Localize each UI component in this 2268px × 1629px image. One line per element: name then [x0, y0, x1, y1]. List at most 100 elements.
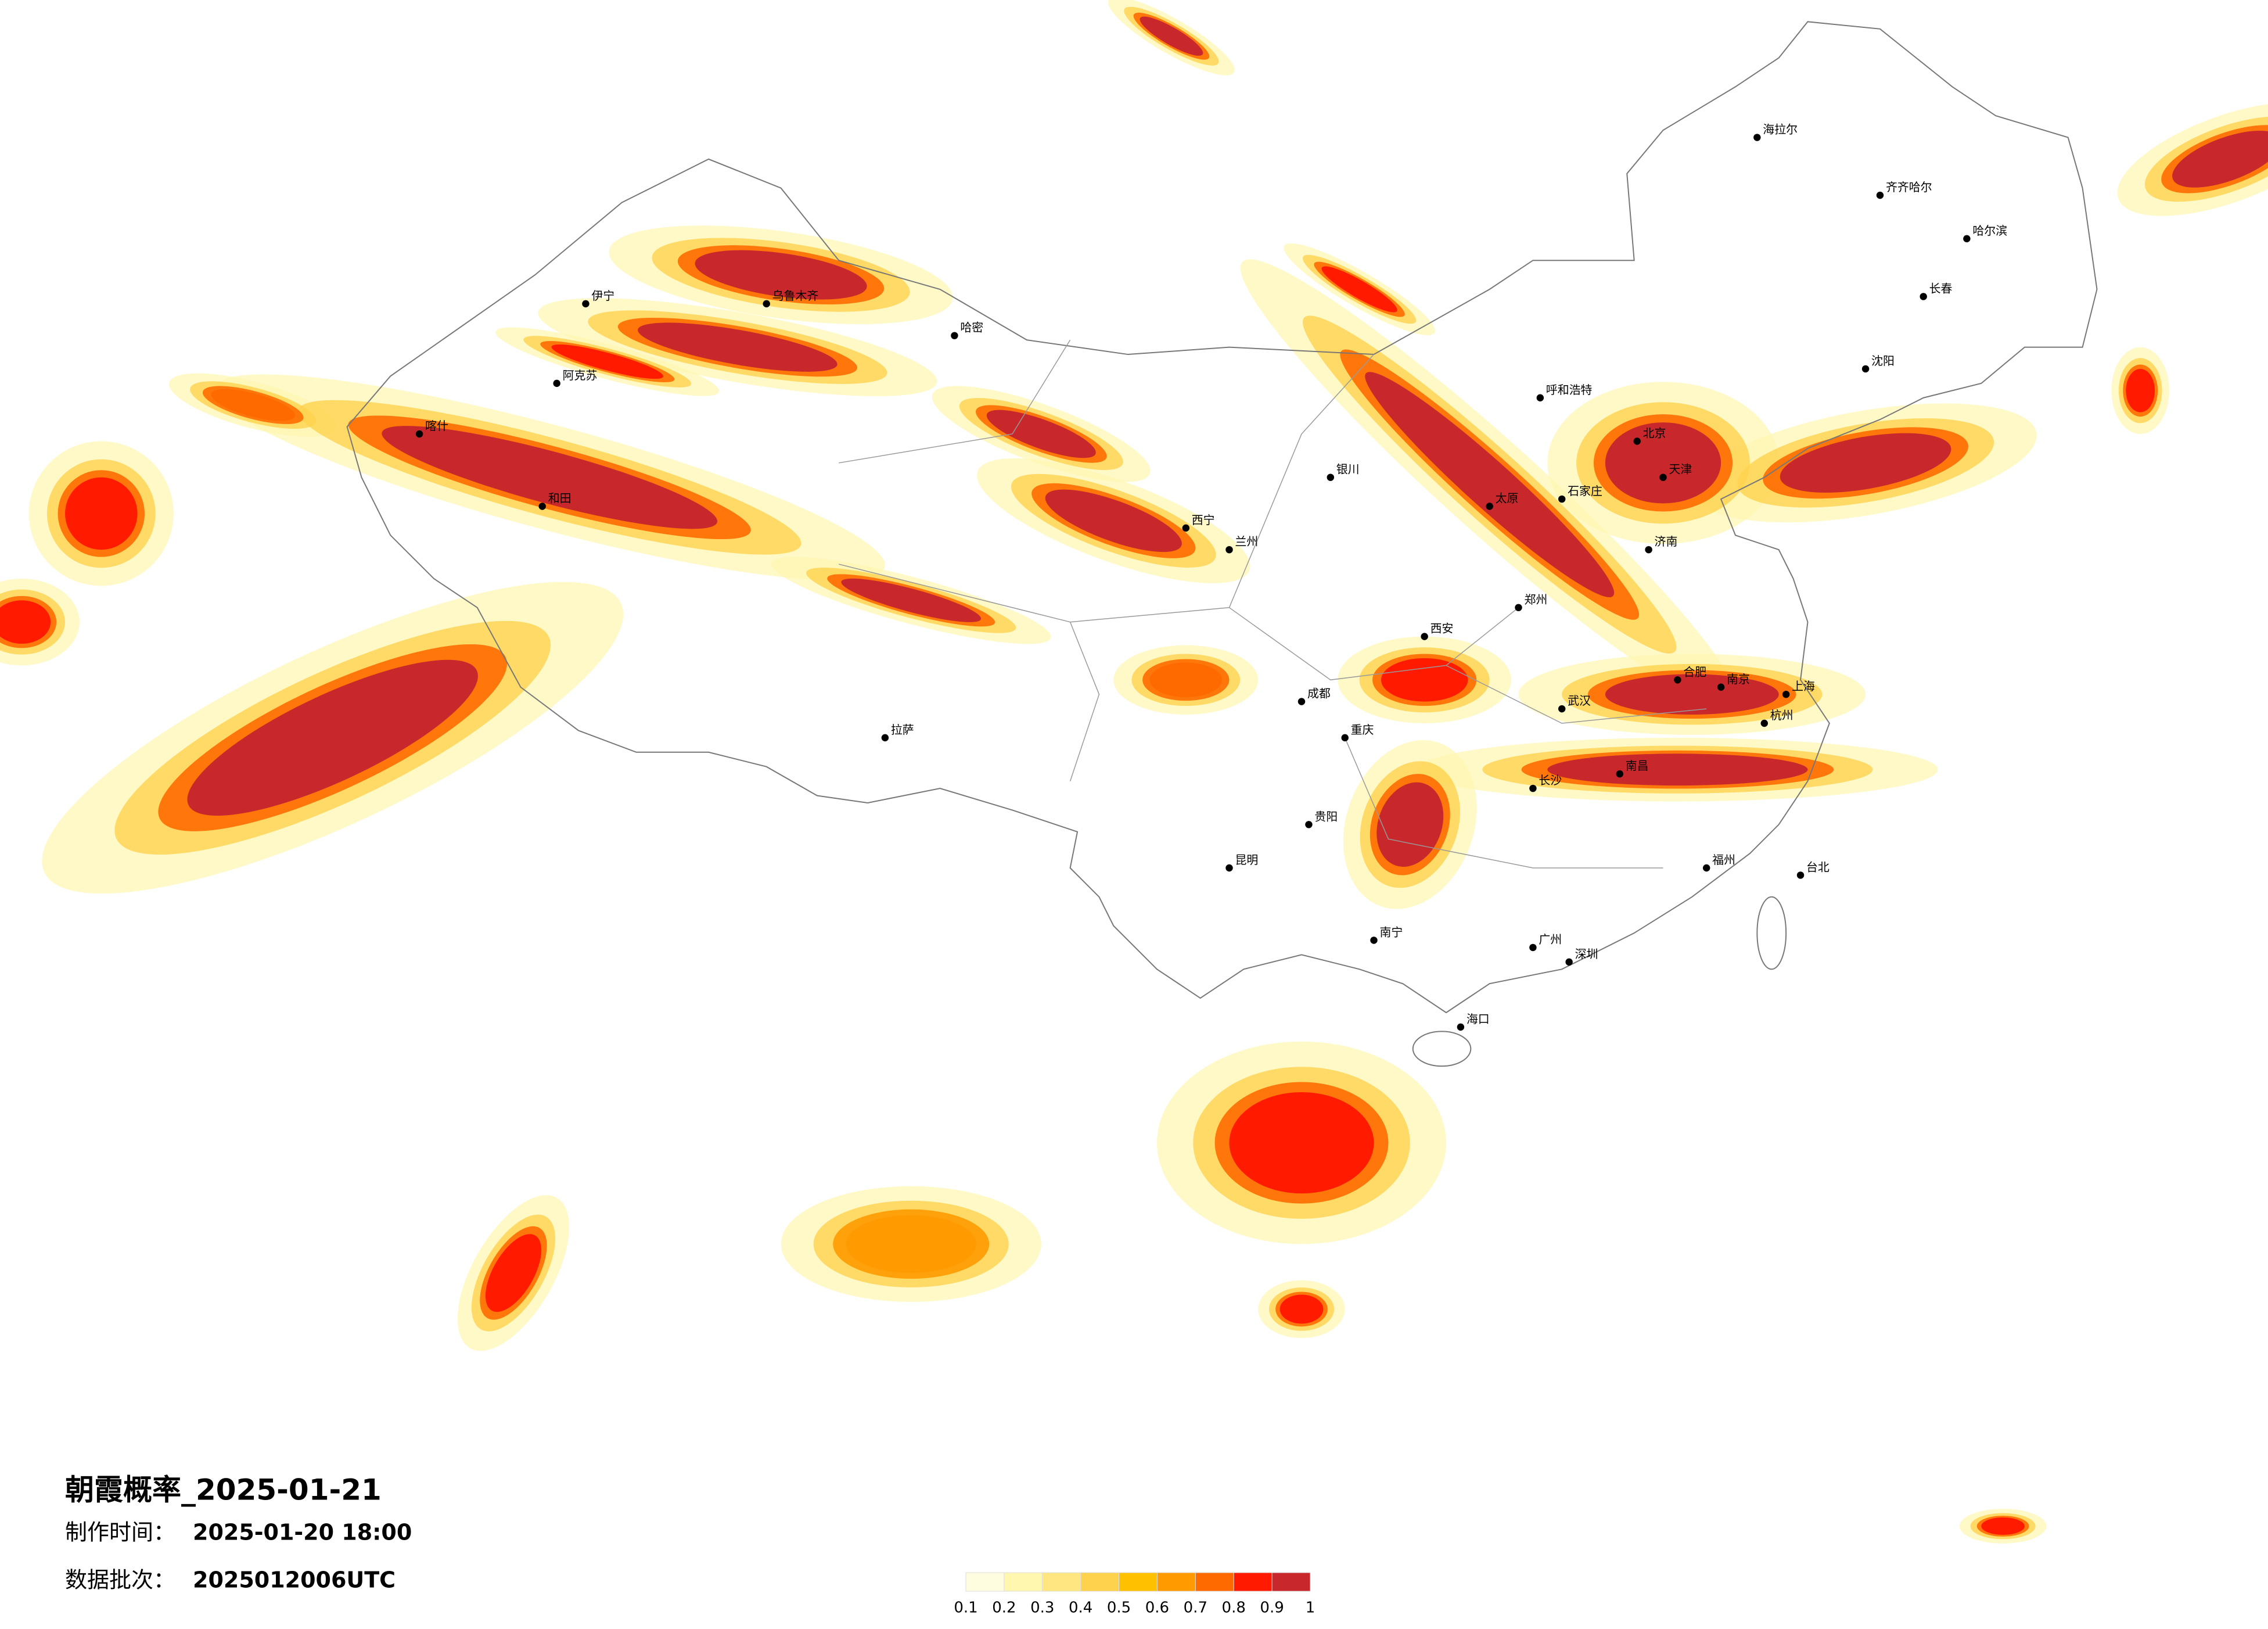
heat-area	[841, 578, 982, 622]
city-label: 深圳	[1575, 948, 1598, 961]
heat-area	[846, 1215, 976, 1273]
legend-swatch	[1080, 1572, 1120, 1592]
heat-area	[1547, 753, 1808, 786]
city-label: 伊宁	[591, 289, 614, 303]
legend-tick-label: 0.5	[1107, 1599, 1131, 1617]
city-dot	[415, 430, 423, 438]
city-label: 台北	[1806, 861, 1830, 874]
heat-area	[382, 426, 718, 529]
heat-area	[638, 322, 838, 372]
heat-area	[1376, 782, 1444, 867]
city-dot	[1558, 705, 1566, 713]
city-label: 阿克苏	[563, 369, 598, 382]
city-dot	[1876, 191, 1884, 199]
city-dot	[951, 332, 958, 339]
heat-area	[695, 250, 867, 300]
batch-label: 数据批次：	[65, 1567, 175, 1593]
city-dot	[1457, 1023, 1465, 1031]
city-label: 武汉	[1568, 694, 1591, 708]
city-label: 南宁	[1379, 926, 1403, 939]
legend-tick-label: 0.2	[992, 1599, 1016, 1617]
city-label: 重庆	[1351, 723, 1374, 737]
city-dot	[1225, 864, 1233, 872]
heat-area	[187, 659, 478, 816]
heat-area	[986, 410, 1096, 458]
city-dot	[538, 503, 546, 510]
heat-area	[485, 1234, 541, 1312]
legend-tick-label: 0.4	[1069, 1599, 1092, 1617]
legend-tick-label: 0.1	[954, 1599, 977, 1617]
city-dot	[1370, 937, 1378, 944]
heat-area	[1045, 489, 1182, 552]
heat-area	[551, 344, 664, 379]
legend-swatch	[1195, 1572, 1234, 1592]
made-time: 2025-01-20 18:00	[193, 1520, 412, 1545]
city-label: 兰州	[1235, 535, 1258, 548]
legend-tick-label: 0.3	[1030, 1599, 1054, 1617]
city-dot	[1963, 235, 1971, 243]
city-dot	[1486, 503, 1493, 510]
heat-area	[1149, 662, 1223, 698]
city-dot	[1616, 770, 1624, 778]
heat-area	[1381, 658, 1468, 702]
island-border	[1756, 896, 1787, 970]
city-dot	[1796, 871, 1805, 879]
city-label: 银川	[1336, 463, 1360, 476]
made-label: 制作时间：	[65, 1520, 175, 1545]
city-dot	[1529, 943, 1537, 952]
city-dot	[1702, 864, 1710, 872]
title: 朝霞概率_2025-01-21	[65, 1473, 382, 1507]
city-dot	[553, 379, 560, 387]
legend-swatch	[1271, 1572, 1311, 1592]
city-label: 西宁	[1192, 514, 1215, 527]
heat-area	[1229, 1092, 1374, 1194]
city-label: 广州	[1539, 933, 1562, 946]
city-label: 太原	[1496, 492, 1519, 505]
city-label: 长春	[1929, 282, 1953, 296]
legend-tick-label: 1	[1306, 1599, 1315, 1617]
heat-area	[1605, 674, 1779, 715]
city-label: 沈阳	[1871, 354, 1895, 368]
city-dot	[1558, 495, 1566, 503]
city-dot	[1782, 690, 1790, 698]
city-dot	[1645, 546, 1652, 554]
city-dot	[1536, 394, 1544, 401]
legend-swatch	[1004, 1572, 1043, 1592]
heat-area	[1365, 372, 1615, 598]
city-dot	[1515, 604, 1522, 612]
city-dot	[1341, 734, 1349, 742]
legend-tick-label: 0.6	[1145, 1599, 1169, 1617]
city-label: 天津	[1669, 463, 1692, 476]
heat-area	[1981, 1517, 2025, 1535]
city-dot	[881, 734, 889, 742]
legend-swatch	[1156, 1572, 1196, 1592]
batch: 2025012006UTC	[193, 1567, 396, 1593]
legend: 0.1 0.2 0.3 0.4 0.5 0.6 0.7 0.8 0.9 1	[954, 1572, 1315, 1617]
island-border	[1412, 1031, 1472, 1067]
heat-area	[1321, 266, 1397, 313]
city-dot	[1327, 473, 1335, 481]
city-label: 呼和浩特	[1546, 383, 1593, 397]
city-dot	[1305, 821, 1313, 828]
city-label: 西安	[1430, 622, 1454, 636]
city-label: 齐齐哈尔	[1886, 181, 1932, 194]
legend-swatch	[1233, 1572, 1273, 1592]
city-dot	[1753, 134, 1761, 141]
province-border	[839, 339, 1707, 869]
city-label: 南京	[1727, 673, 1750, 686]
city-label: 石家庄	[1568, 485, 1602, 498]
city-dot	[1674, 676, 1681, 684]
city-dot	[1659, 473, 1667, 481]
legend-tick-label: 0.9	[1260, 1599, 1284, 1617]
city-dot	[1760, 719, 1769, 727]
city-dot	[1297, 698, 1306, 705]
city-dot	[1182, 524, 1190, 532]
city-dot	[1861, 365, 1870, 373]
city-dot	[1529, 784, 1537, 792]
city-label: 福州	[1712, 853, 1735, 867]
city-label: 长沙	[1539, 774, 1562, 787]
city-label: 和田	[548, 492, 572, 505]
